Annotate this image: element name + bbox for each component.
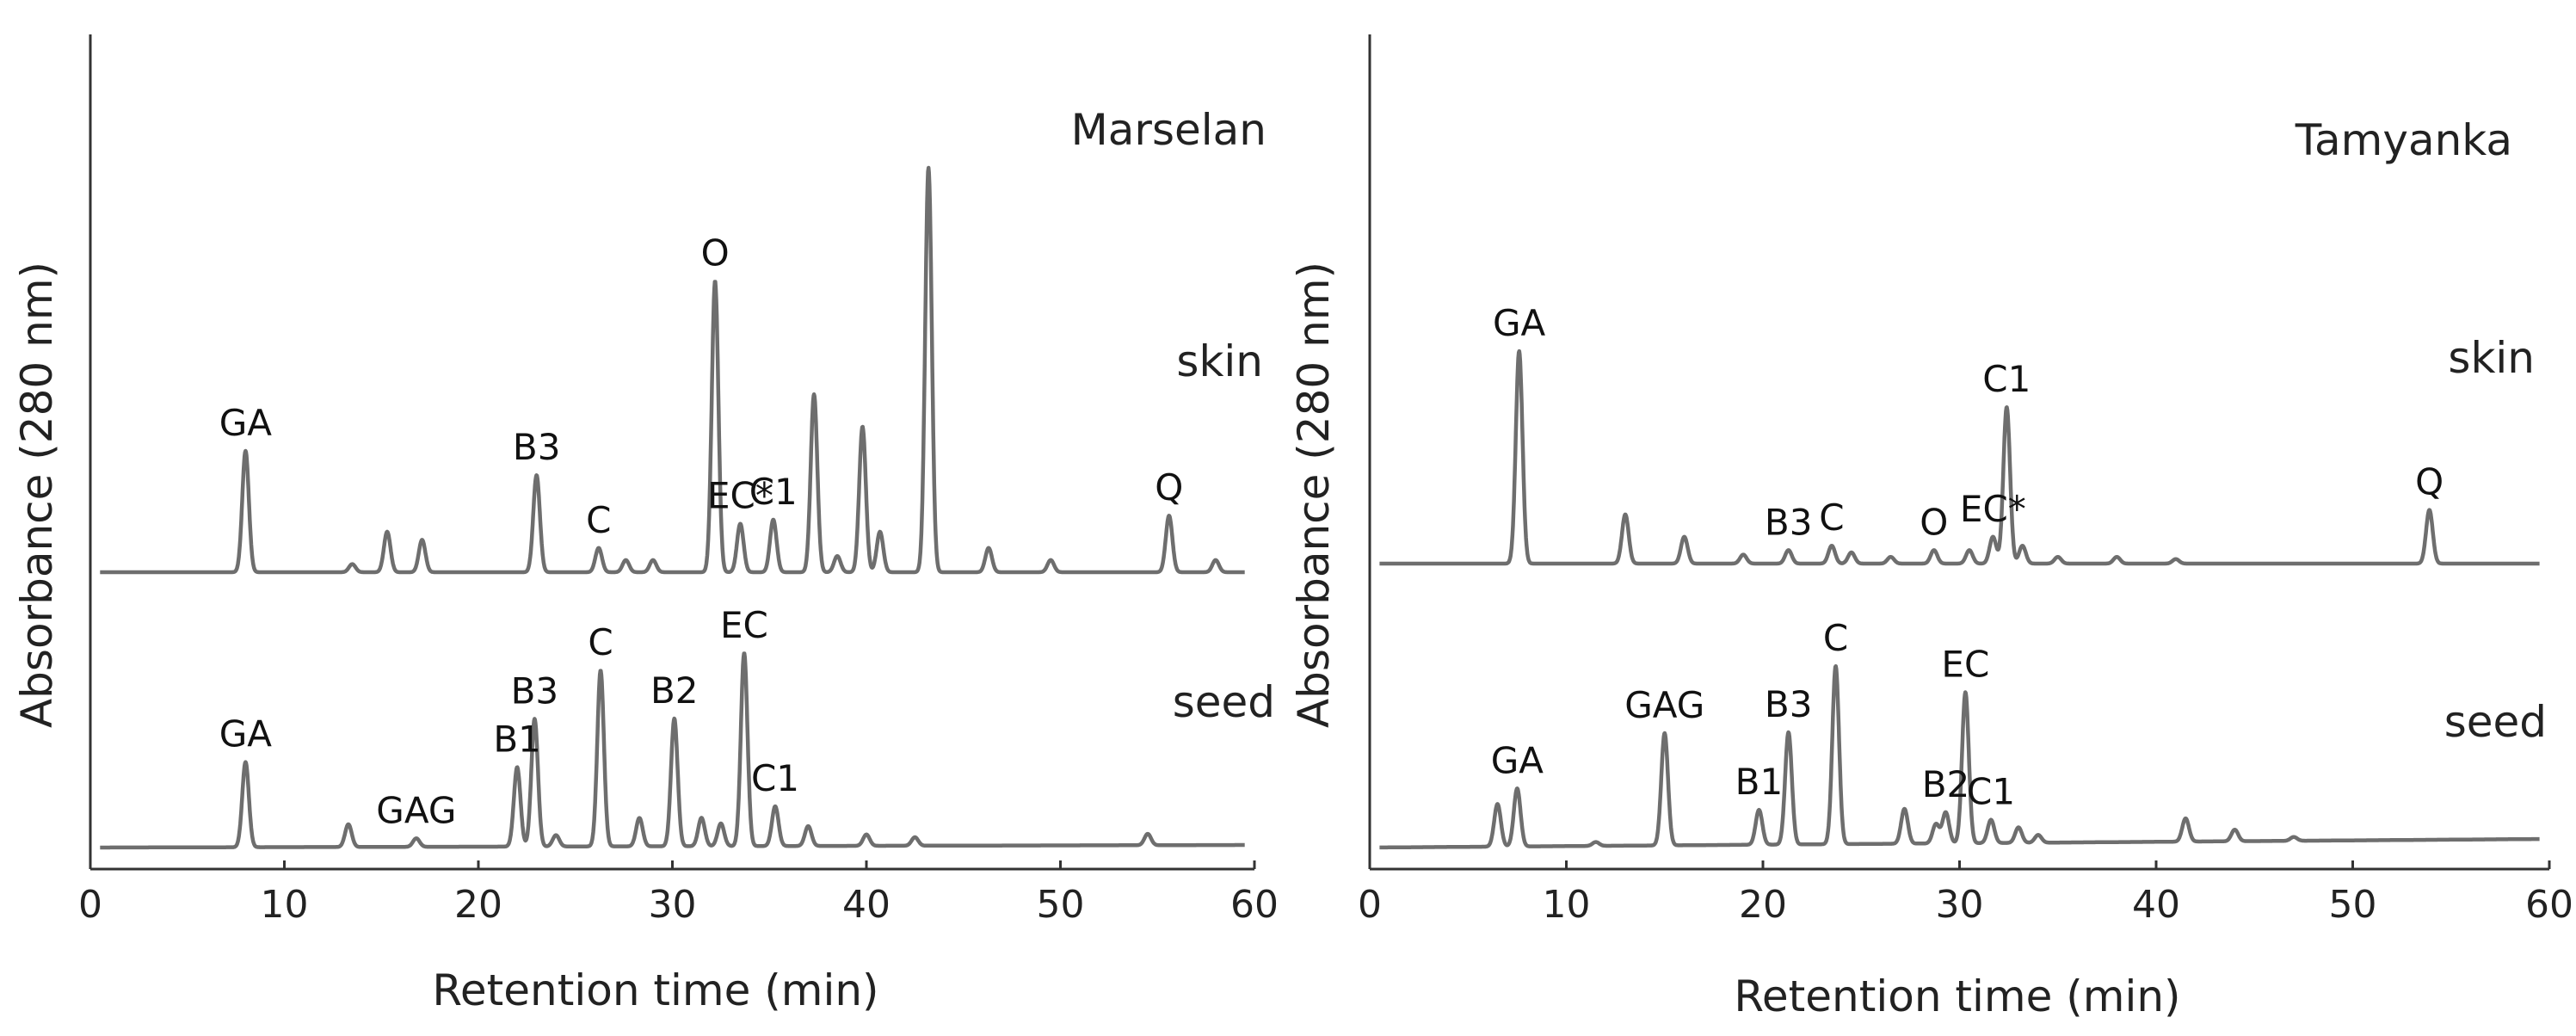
peak-label-seed: B1 — [493, 718, 541, 761]
x-tick-label: 40 — [842, 883, 891, 927]
x-tick-label: 10 — [261, 883, 309, 927]
peak-label-seed: B3 — [1765, 683, 1813, 725]
peak-label-skin: B3 — [1765, 501, 1813, 543]
peak-label-seed: B3 — [511, 669, 559, 712]
series-label-seed: seed — [2444, 697, 2547, 747]
series-label-skin: skin — [2448, 333, 2535, 383]
peak-label-seed: C — [588, 621, 613, 663]
x-tick-label: 40 — [2132, 883, 2180, 927]
peak-label-skin: Q — [2415, 461, 2444, 503]
peak-label-skin: GA — [1493, 302, 1546, 344]
peak-label-skin: C — [1819, 496, 1844, 539]
chart-title: Marselan — [1071, 105, 1266, 155]
peak-label-seed: EC — [720, 604, 768, 646]
trace-seed — [1377, 663, 2542, 850]
peak-label-seed: B1 — [1735, 761, 1784, 803]
peak-label-seed: GA — [1491, 739, 1544, 781]
x-tick-label: 0 — [1358, 883, 1382, 927]
x-axis-label: Retention time (min) — [1734, 971, 2180, 1021]
chart-title: Tamyanka — [2295, 115, 2512, 165]
peak-label-skin: C1 — [749, 471, 798, 513]
peak-label-skin: EC* — [1960, 488, 2026, 530]
trace-skin — [1377, 348, 2542, 566]
y-axis-label: Absorbance (280 nm) — [12, 262, 62, 728]
peak-label-seed: GA — [219, 713, 273, 755]
x-tick-label: 20 — [454, 883, 502, 927]
peak-label-seed: B2 — [650, 669, 699, 712]
peak-label-seed: B2 — [1922, 763, 1970, 805]
peak-label-skin: C1 — [1982, 358, 2031, 400]
peak-label-skin: B3 — [513, 426, 561, 468]
x-ticks: 0 10 20 30 40 50 60 — [78, 860, 1279, 927]
peak-label-seed: GAG — [376, 789, 456, 831]
peak-label-skin: Q — [1155, 466, 1183, 509]
peak-label-seed: C — [1823, 617, 1848, 659]
x-tick-label: 50 — [2329, 883, 2377, 927]
x-ticks: 0 10 20 30 40 50 60 — [1358, 860, 2573, 927]
x-tick-label: 30 — [1936, 883, 1984, 927]
trace-skin — [98, 165, 1247, 575]
series-label-skin: skin — [1176, 336, 1263, 386]
peak-label-seed: GAG — [1624, 684, 1704, 726]
peak-label-skin: O — [701, 232, 730, 274]
traces — [98, 165, 1247, 850]
traces — [1377, 348, 2542, 850]
x-tick-label: 20 — [1739, 883, 1787, 927]
trace-seed — [98, 651, 1247, 850]
peak-label-skin: EC* — [707, 475, 773, 517]
peak-label-seed: C1 — [751, 757, 799, 799]
x-tick-label: 10 — [1543, 883, 1591, 927]
x-axis-label: Retention time (min) — [432, 965, 878, 1015]
x-tick-label: 30 — [649, 883, 697, 927]
peak-label-skin: C — [586, 499, 611, 541]
x-tick-label: 50 — [1037, 883, 1085, 927]
y-axis-label: Absorbance (280 nm) — [1289, 262, 1339, 728]
peak-label-seed: EC — [1941, 643, 1989, 685]
x-tick-label: 60 — [1230, 883, 1279, 927]
peak-label-skin: O — [1920, 501, 1948, 543]
x-tick-label: 0 — [78, 883, 102, 927]
peak-label-skin: GA — [219, 402, 273, 444]
peak-label-seed: C1 — [1967, 771, 2015, 813]
x-tick-label: 60 — [2525, 883, 2573, 927]
series-label-seed: seed — [1173, 677, 1275, 727]
